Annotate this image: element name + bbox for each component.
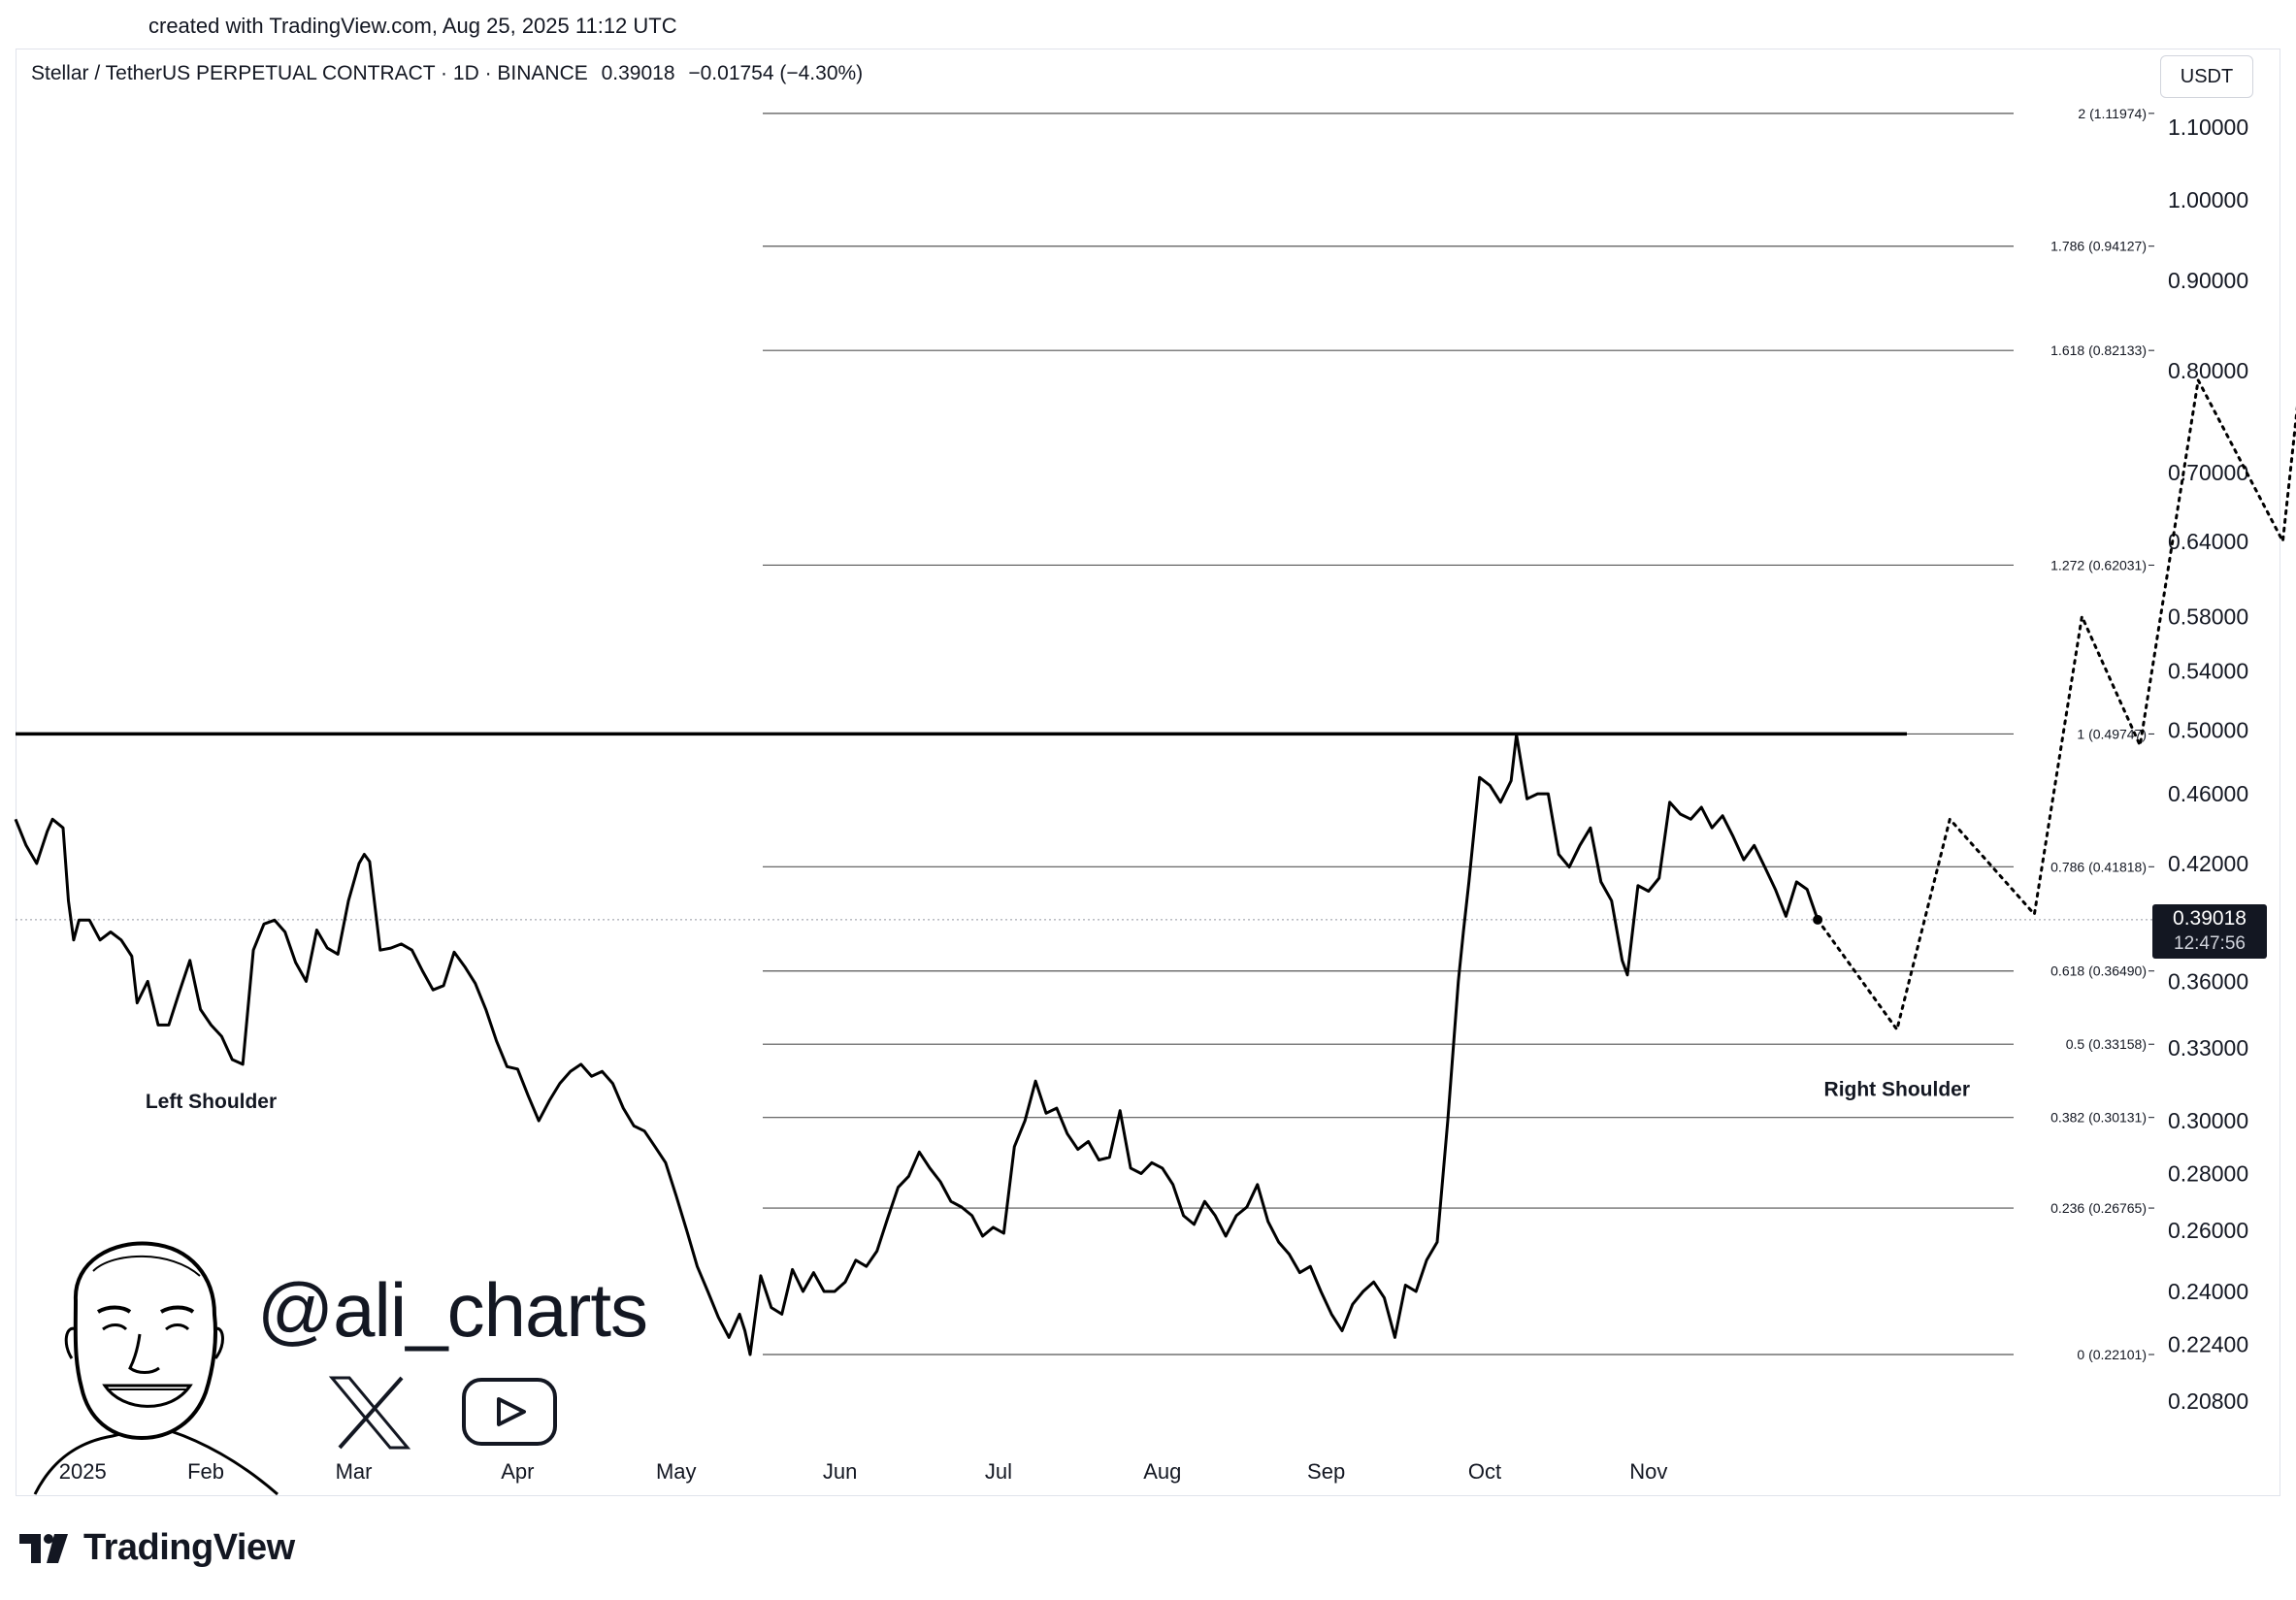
y-tick-label: 0.33000 (2168, 1035, 2248, 1061)
y-tick-label: 0.28000 (2168, 1160, 2248, 1186)
price-tag-value: 0.39018 (2173, 907, 2247, 930)
y-tick-label: 0.80000 (2168, 358, 2248, 383)
x-tick-label: Jul (985, 1459, 1012, 1484)
fibonacci-levels: 2 (1.11974) 1.786 (0.94127) 1.618 (0.82133… (16, 106, 2154, 1362)
pattern-annotation: Right Shoulder (1824, 1078, 1971, 1100)
y-tick-label: 0.36000 (2168, 968, 2248, 994)
x-tick-label: Feb (187, 1459, 224, 1484)
projection-line (1816, 378, 2296, 1031)
y-tick-label: 0.90000 (2168, 268, 2248, 293)
fib-level-label: 1.618 (0.82133) (2050, 343, 2147, 358)
price-axis: 1.10000 1.00000 0.90000 0.80000 0.70000 0.640… (2168, 114, 2248, 1414)
x-tick-label: Oct (1468, 1459, 1501, 1484)
x-tick-label: Sep (1307, 1459, 1345, 1484)
currency-selector[interactable]: USDT (2160, 55, 2253, 98)
x-tick-label: Apr (501, 1459, 534, 1484)
fib-level-label: 0.618 (0.36490) (2050, 963, 2147, 979)
fib-level-label: 0.786 (0.41818) (2050, 859, 2147, 874)
y-tick-label: 0.20800 (2168, 1388, 2248, 1414)
watermark-handle: @ali_charts (257, 1267, 648, 1353)
chart-frame[interactable] (16, 49, 2280, 1496)
fib-level-label: 0.236 (0.26765) (2050, 1200, 2147, 1216)
y-tick-label: 0.30000 (2168, 1108, 2248, 1133)
y-tick-label: 1.10000 (2168, 114, 2248, 140)
fib-level-label: 2 (1.11974) (2078, 106, 2147, 121)
time-axis: 2025 Feb Mar Apr May Jun Jul Aug Sep Oct Nov (59, 1459, 1668, 1484)
tradingview-footer[interactable]: TradingView (19, 1527, 295, 1569)
y-tick-label: 0.50000 (2168, 717, 2248, 742)
symbol-title: Stellar / TetherUS PERPETUAL CONTRACT · … (31, 62, 588, 84)
last-price: 0.39018 (601, 62, 675, 84)
pattern-annotation: Left Shoulder (146, 1091, 277, 1113)
x-tick-label: 2025 (59, 1459, 107, 1484)
y-tick-label: 0.26000 (2168, 1218, 2248, 1243)
created-note: created with TradingView.com, Aug 25, 20… (148, 14, 677, 38)
x-tick-label: Aug (1143, 1459, 1181, 1484)
x-tick-label: Mar (336, 1459, 373, 1484)
price-change: −0.01754 (−4.30%) (688, 62, 864, 84)
y-tick-label: 0.70000 (2168, 460, 2248, 485)
tradingview-wordmark: TradingView (83, 1527, 295, 1568)
annotations: Left Shoulder Right Shoulder (146, 1078, 1970, 1113)
x-logo-icon (328, 1376, 411, 1450)
y-tick-label: 0.46000 (2168, 781, 2248, 806)
fib-level-label: 1.272 (0.62031) (2050, 557, 2147, 572)
y-tick-label: 0.54000 (2168, 659, 2248, 684)
y-tick-label: 0.24000 (2168, 1279, 2248, 1304)
last-price-dot (1813, 914, 1823, 925)
y-tick-label: 1.00000 (2168, 187, 2248, 212)
y-tick-label: 0.22400 (2168, 1331, 2248, 1356)
fib-level-label: 0.382 (0.30131) (2050, 1110, 2147, 1126)
fib-level-label: 0 (0.22101) (2077, 1347, 2147, 1362)
x-tick-label: Jun (823, 1459, 857, 1484)
fib-level-label: 1.786 (0.94127) (2050, 239, 2147, 254)
avatar-caricature (33, 1241, 279, 1496)
tradingview-logo-icon (19, 1533, 68, 1563)
y-tick-label: 0.42000 (2168, 851, 2248, 876)
x-tick-label: May (656, 1459, 697, 1484)
fib-level-label: 1 (0.49747) (2077, 726, 2147, 741)
price-line (14, 733, 1820, 1356)
last-price-tag: 0.39018 12:47:56 (2152, 904, 2267, 959)
y-tick-label: 0.64000 (2168, 529, 2248, 554)
price-series (14, 378, 2296, 1356)
symbol-header: Stellar / TetherUS PERPETUAL CONTRACT · … (31, 62, 870, 85)
bar-countdown: 12:47:56 (2174, 933, 2246, 954)
y-tick-label: 0.58000 (2168, 604, 2248, 629)
fib-level-label: 0.5 (0.33158) (2066, 1036, 2147, 1052)
x-tick-label: Nov (1629, 1459, 1667, 1484)
youtube-icon (462, 1378, 557, 1446)
